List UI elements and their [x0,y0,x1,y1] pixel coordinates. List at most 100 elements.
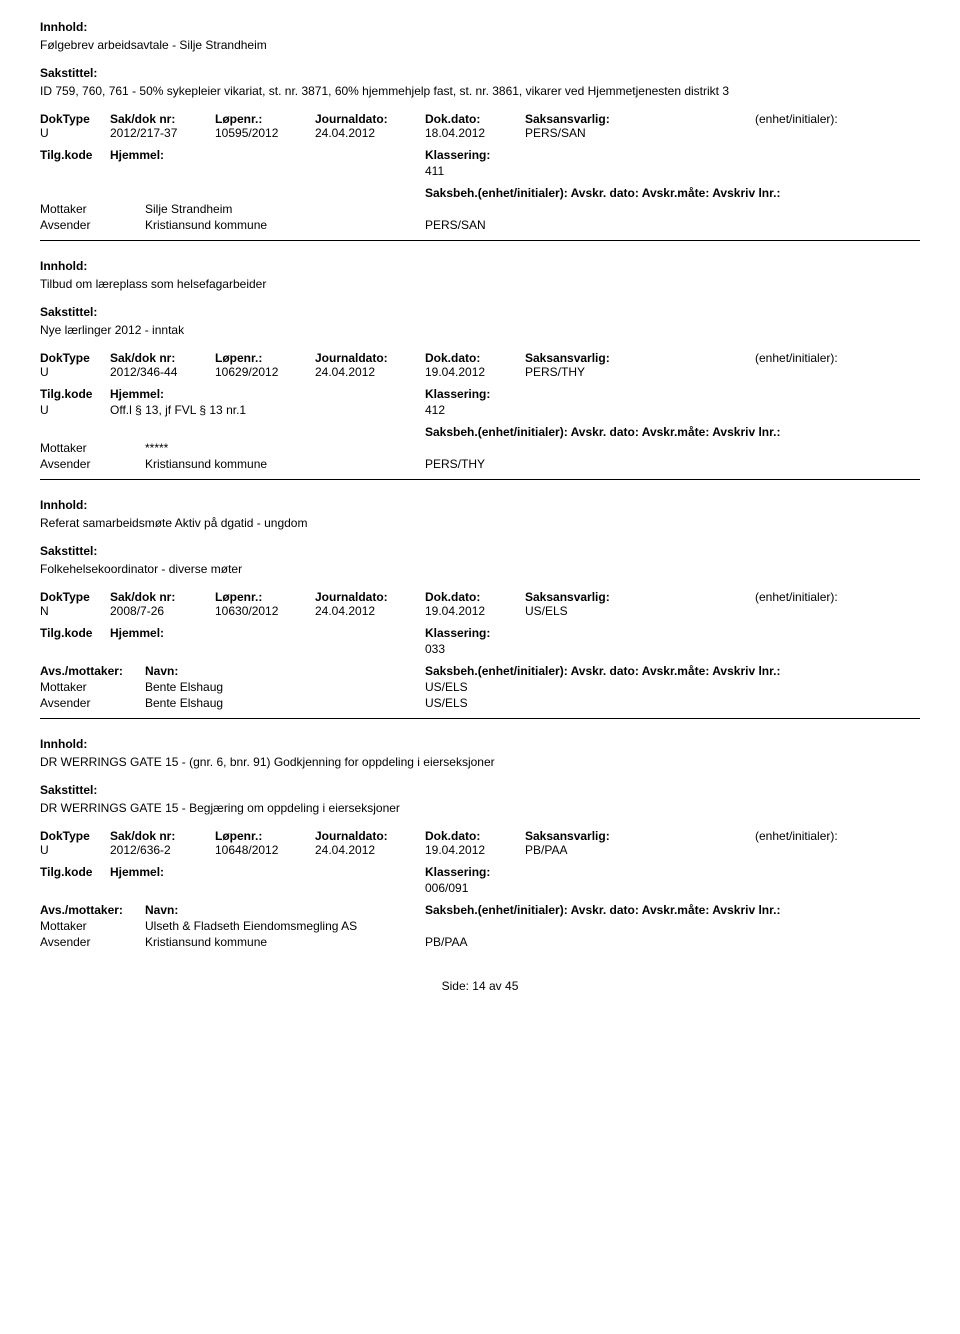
lopenr-value: 10630/2012 [215,604,315,618]
innhold-label: Innhold: [40,259,920,273]
blank-value [645,126,755,140]
saksansvarlig-header: Saksansvarlig: [525,590,645,604]
saksansvarlig-header: Saksansvarlig: [525,112,645,126]
party-role: Avsender [40,935,145,949]
party-saksbeh: US/ELS [425,680,920,694]
party-name: ***** [145,441,425,455]
record-value-row: U2012/346-4410629/201224.04.201219.04.20… [40,365,920,379]
sakdoknr-header: Sak/dok nr: [110,351,215,365]
klassering-value: 411 [425,164,920,178]
party-saksbeh [425,919,920,933]
innhold-text: DR WERRINGS GATE 15 - (gnr. 6, bnr. 91) … [40,755,920,769]
blank-value [645,604,755,618]
klassering-header: Klassering: [425,626,920,640]
party-role: Mottaker [40,919,145,933]
tilgkode-value [40,881,110,895]
saksbeh-avskr-header: Saksbeh.(enhet/initialer): Avskr. dato: … [425,186,920,200]
record-header-row: DokTypeSak/dok nr:Løpenr.:Journaldato:Do… [40,351,920,365]
sakdoknr-value: 2012/217-37 [110,126,215,140]
hjemmel-header: Hjemmel: [110,865,425,879]
hjemmel-value: Off.l § 13, jf FVL § 13 nr.1 [110,403,425,417]
hjemmel-header: Hjemmel: [110,387,425,401]
innhold-text: Følgebrev arbeidsavtale - Silje Strandhe… [40,38,920,52]
side-label: Side: [442,979,469,993]
party-saksbeh: PERS/THY [425,457,920,471]
saksansvarlig-value: PERS/SAN [525,126,645,140]
doktype-value: U [40,365,110,379]
klassering-value: 412 [425,403,920,417]
doktype-header: DokType [40,590,110,604]
doktype-header: DokType [40,112,110,126]
tilgkode-value: U [40,403,110,417]
lopenr-header: Løpenr.: [215,590,315,604]
hjemmel-header: Hjemmel: [110,148,425,162]
journaldato-value: 24.04.2012 [315,126,425,140]
blank-value [645,365,755,379]
innhold-label: Innhold: [40,498,920,512]
party-role: Avsender [40,696,145,710]
navn-header: Navn: [145,664,425,678]
hjemmel-value [110,881,425,895]
innhold-text: Tilbud om læreplass som helsefagarbeider [40,277,920,291]
saksansvarlig-header: Saksansvarlig: [525,351,645,365]
lopenr-value: 10629/2012 [215,365,315,379]
sakstittel-label: Sakstittel: [40,783,920,797]
sakstittel-text: DR WERRINGS GATE 15 - Begjæring om oppde… [40,801,920,815]
tilgkode-header: Tilg.kode [40,626,110,640]
dokdato-value: 19.04.2012 [425,843,525,857]
party-saksbeh: PB/PAA [425,935,920,949]
sakstittel-label: Sakstittel: [40,544,920,558]
sakstittel-text: ID 759, 760, 761 - 50% sykepleier vikari… [40,84,920,98]
party-role: Avsender [40,457,145,471]
sakdoknr-header: Sak/dok nr: [110,829,215,843]
lopenr-header: Løpenr.: [215,351,315,365]
klass-header-row: Tilg.kodeHjemmel:Klassering: [40,148,920,162]
tilgkode-header: Tilg.kode [40,148,110,162]
journaldato-header: Journaldato: [315,829,425,843]
klass-value-row: UOff.l § 13, jf FVL § 13 nr.1412 [40,403,920,417]
party-name: Ulseth & Fladseth Eiendomsmegling AS [145,919,425,933]
klass-value-row: 411 [40,164,920,178]
record-header-row: DokTypeSak/dok nr:Løpenr.:Journaldato:Do… [40,829,920,843]
saksansvarlig-value: PERS/THY [525,365,645,379]
party-name: Silje Strandheim [145,202,425,216]
journal-record: Innhold:Referat samarbeidsmøte Aktiv på … [40,479,920,710]
party-name: Kristiansund kommune [145,935,425,949]
page-current: 14 [472,979,485,993]
sakdoknr-header: Sak/dok nr: [110,590,215,604]
enhetinitialer-header: (enhet/initialer): [755,590,920,604]
party-header-row: Avs./mottaker:Navn:Saksbeh.(enhet/initia… [40,664,920,678]
sakdoknr-value: 2012/636-2 [110,843,215,857]
sakdoknr-value: 2008/7-26 [110,604,215,618]
blank-header [645,351,755,365]
sakstittel-label: Sakstittel: [40,305,920,319]
party-role: Mottaker [40,441,145,455]
klass-value-row: 033 [40,642,920,656]
blank-header [645,112,755,126]
party-header-row: Saksbeh.(enhet/initialer): Avskr. dato: … [40,186,920,200]
av-label: av [489,979,502,993]
dokdato-header: Dok.dato: [425,351,525,365]
enhetinitialer-value [755,604,920,618]
lopenr-value: 10648/2012 [215,843,315,857]
journaldato-value: 24.04.2012 [315,365,425,379]
enhetinitialer-value [755,126,920,140]
klassering-header: Klassering: [425,865,920,879]
party-row: AvsenderKristiansund kommunePERS/THY [40,457,920,471]
party-saksbeh [425,441,920,455]
party-row: MottakerBente ElshaugUS/ELS [40,680,920,694]
lopenr-header: Løpenr.: [215,112,315,126]
party-row: AvsenderKristiansund kommunePERS/SAN [40,218,920,232]
blank-header [645,829,755,843]
enhetinitialer-value [755,843,920,857]
klassering-value: 006/091 [425,881,920,895]
tilgkode-header: Tilg.kode [40,865,110,879]
journaldato-value: 24.04.2012 [315,843,425,857]
doktype-value: U [40,843,110,857]
saksansvarlig-header: Saksansvarlig: [525,829,645,843]
klass-header-row: Tilg.kodeHjemmel:Klassering: [40,865,920,879]
enhetinitialer-header: (enhet/initialer): [755,112,920,126]
party-name: Bente Elshaug [145,696,425,710]
sakstittel-text: Nye lærlinger 2012 - inntak [40,323,920,337]
party-name: Kristiansund kommune [145,218,425,232]
